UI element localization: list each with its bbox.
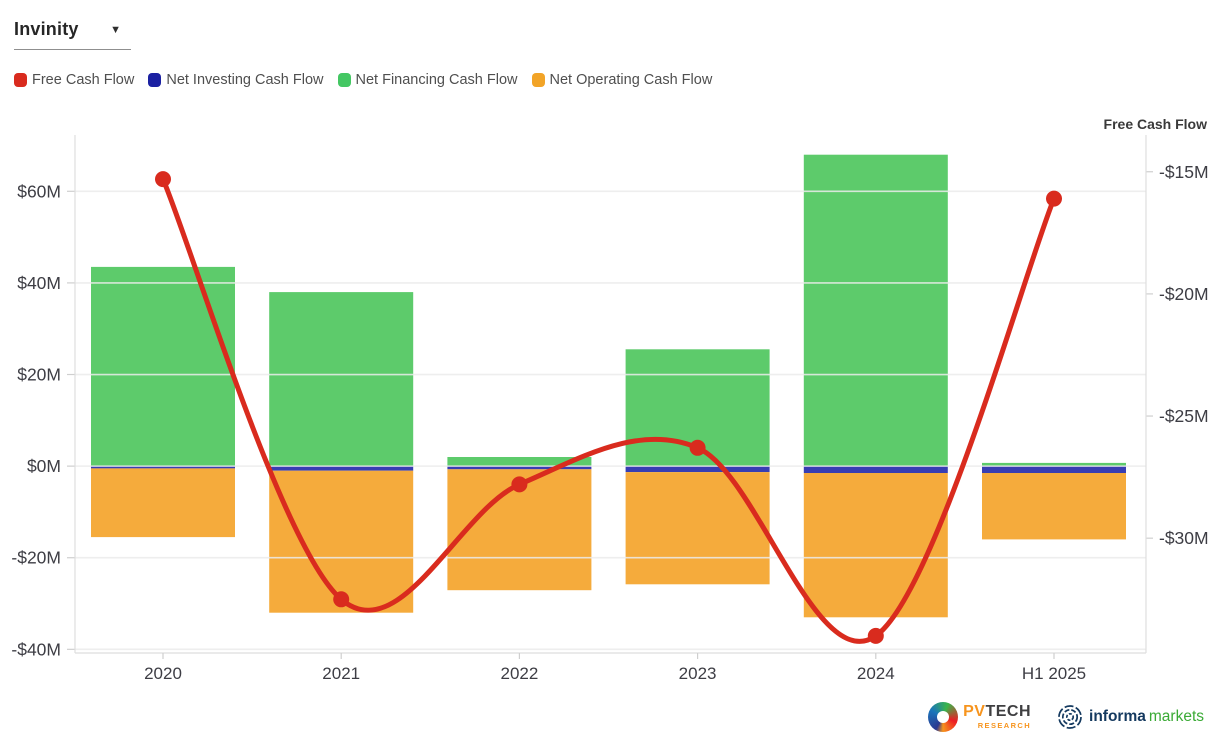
x-axis-label-2024: 2024 <box>857 664 895 683</box>
x-axis-label-2022: 2022 <box>500 664 538 683</box>
left-axis-tick-label: -$20M <box>11 548 61 568</box>
legend-item-operating[interactable]: Net Operating Cash Flow <box>531 72 713 88</box>
bar-financing-2021[interactable] <box>269 292 414 467</box>
bar-financing-2020[interactable] <box>91 266 235 467</box>
right-axis-tick-label: -$30M <box>1159 528 1209 548</box>
right-axis-tick-label: -$25M <box>1159 406 1209 426</box>
left-axis-tick-label: $20M <box>17 365 61 385</box>
pvtech-logo-research: RESEARCH <box>977 721 1032 731</box>
legend-item-fcf[interactable]: Free Cash Flow <box>14 72 134 88</box>
pvtech-logo-tech: TECH <box>985 703 1032 721</box>
bar-operating-h1-2025[interactable] <box>982 473 1126 540</box>
informa-markets-logo: informa markets <box>1057 704 1204 730</box>
company-dropdown[interactable]: Invinity ▼ <box>14 17 131 50</box>
bar-investing-2021[interactable] <box>269 466 414 471</box>
x-axis-label-h1-2025: H1 2025 <box>1022 664 1086 683</box>
cash-flow-chart-svg: $60M $40M $20M $0M -$20M -$40M -$15M -$20M -$25M… <box>11 135 1209 683</box>
free-cash-flow-point-h1-2025[interactable] <box>1046 190 1062 207</box>
pvtech-logo: PV TECH RESEARCH <box>928 702 1031 732</box>
free-cash-flow-line <box>160 176 1057 644</box>
legend-item-financing[interactable]: Net Financing Cash Flow <box>337 72 518 88</box>
bar-financing-2024[interactable] <box>803 154 948 467</box>
chevron-down-icon: ▼ <box>110 23 121 36</box>
left-axis-tick-label: -$40M <box>11 639 61 659</box>
informa-logo-suffix: markets <box>1148 708 1204 725</box>
bar-operating-2023[interactable] <box>625 472 770 585</box>
left-axis-tick-label: $60M <box>17 181 61 201</box>
right-axis-tick-label: -$15M <box>1159 162 1209 182</box>
bar-investing-2022[interactable] <box>447 466 592 470</box>
free-cash-flow-point-2020[interactable] <box>155 171 171 188</box>
x-axis-label-2021: 2021 <box>322 664 360 683</box>
free-cash-flow-point-2022[interactable] <box>511 476 528 493</box>
chart-legend: Free Cash Flow Net Investing Cash Flow Net… <box>14 72 712 88</box>
legend-swatch-financing <box>337 73 351 87</box>
left-axis-tick-label: $40M <box>17 273 61 293</box>
right-axis-tick-label: -$20M <box>1159 284 1209 304</box>
bar-investing-2024[interactable] <box>803 466 948 473</box>
bar-operating-2020[interactable] <box>91 468 235 538</box>
legend-swatch-operating <box>531 73 545 87</box>
right-axis-title: Free Cash Flow <box>1103 116 1207 132</box>
pvtech-ring-icon <box>928 702 959 732</box>
branding: PV TECH RESEARCH informa markets <box>928 702 1204 732</box>
legend-label-investing: Net Investing Cash Flow <box>166 72 324 88</box>
legend-label-financing: Net Financing Cash Flow <box>355 72 518 88</box>
bar-operating-2024[interactable] <box>803 473 948 618</box>
bar-financing-2022[interactable] <box>447 457 592 467</box>
bar-operating-2021[interactable] <box>269 470 414 613</box>
informa-logo-name: informa <box>1089 708 1146 725</box>
bar-investing-2020[interactable] <box>91 466 235 469</box>
company-dropdown-value: Invinity <box>14 19 79 39</box>
legend-label-operating: Net Operating Cash Flow <box>549 72 713 88</box>
legend-label-fcf: Free Cash Flow <box>32 72 135 88</box>
free-cash-flow-point-2024[interactable] <box>867 627 884 644</box>
x-axis-label-2023: 2023 <box>679 664 717 683</box>
legend-swatch-fcf <box>14 73 27 87</box>
pvtech-logo-pv: PV <box>963 703 986 721</box>
informa-swirl-icon <box>1058 705 1082 729</box>
x-axis-label-2020: 2020 <box>144 664 182 683</box>
bar-investing-2023[interactable] <box>625 466 770 473</box>
free-cash-flow-point-2023[interactable] <box>689 439 706 456</box>
left-axis-tick-label: $0M <box>27 456 61 476</box>
bar-investing-h1-2025[interactable] <box>982 466 1126 473</box>
legend-swatch-investing <box>148 73 162 87</box>
bar-financing-h1-2025[interactable] <box>982 462 1126 467</box>
legend-item-investing[interactable]: Net Investing Cash Flow <box>148 72 324 88</box>
free-cash-flow-point-2021[interactable] <box>333 591 350 608</box>
cash-flow-chart: $60M $40M $20M $0M -$20M -$40M -$15M -$20M -$25M… <box>0 110 1218 700</box>
